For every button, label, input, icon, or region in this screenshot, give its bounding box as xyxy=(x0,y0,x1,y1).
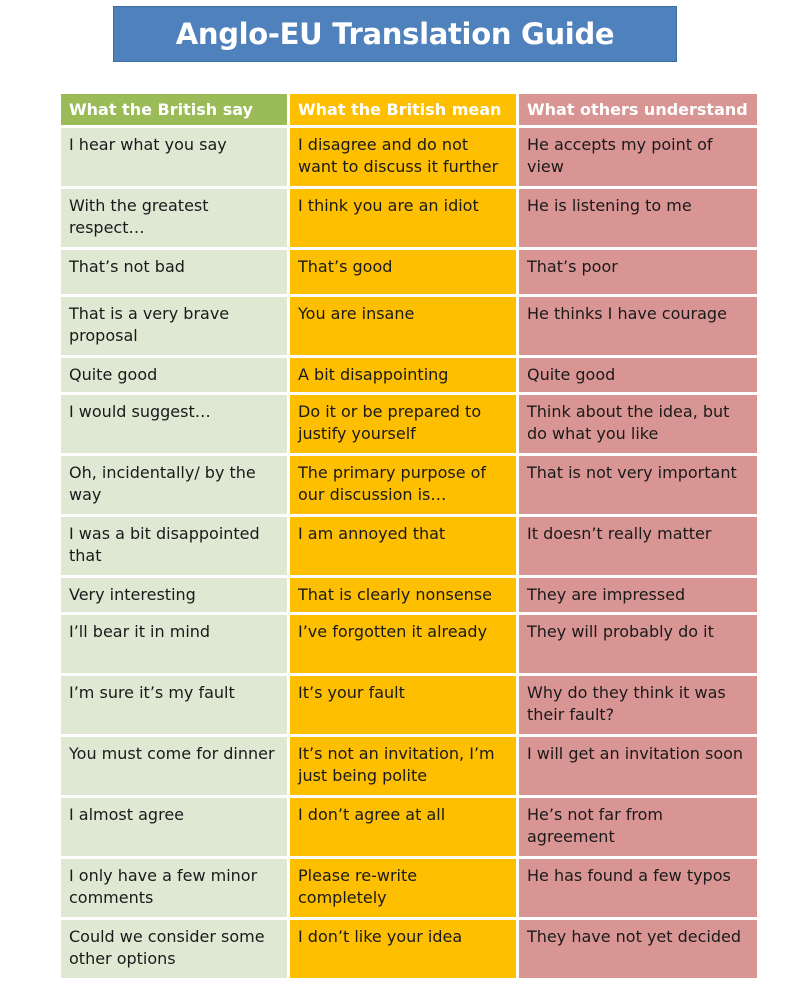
table-row: Quite good A bit disappointing Quite goo… xyxy=(61,358,757,392)
cell-british-mean: The primary purpose of our discussion is… xyxy=(290,456,516,514)
cell-british-mean: I don’t like your idea xyxy=(290,920,516,978)
title-banner: Anglo-EU Translation Guide xyxy=(113,6,677,62)
cell-others-understand: He has found a few typos xyxy=(519,859,757,917)
table-row: I’ll bear it in mind I’ve forgotten it a… xyxy=(61,615,757,673)
cell-british-say: Could we consider some other options xyxy=(61,920,287,978)
cell-others-understand: I will get an invitation soon xyxy=(519,737,757,795)
cell-british-mean: Do it or be prepared to justify yourself xyxy=(290,395,516,453)
table-row: I would suggest… Do it or be prepared to… xyxy=(61,395,757,453)
cell-british-say: With the greatest respect… xyxy=(61,189,287,247)
header-what-others-understand: What others understand xyxy=(519,94,757,125)
cell-british-mean: A bit disappointing xyxy=(290,358,516,392)
table-row: That’s not bad That’s good That’s poor xyxy=(61,250,757,294)
cell-others-understand: They are impressed xyxy=(519,578,757,612)
cell-british-mean: I am annoyed that xyxy=(290,517,516,575)
cell-british-mean: That’s good xyxy=(290,250,516,294)
cell-others-understand: He thinks I have courage xyxy=(519,297,757,355)
cell-british-say: I almost agree xyxy=(61,798,287,856)
cell-british-mean: I think you are an idiot xyxy=(290,189,516,247)
cell-others-understand: He is listening to me xyxy=(519,189,757,247)
cell-british-say: I’m sure it’s my fault xyxy=(61,676,287,734)
translation-table: What the British say What the British me… xyxy=(58,91,760,981)
page-title: Anglo-EU Translation Guide xyxy=(175,17,615,51)
table-row: I only have a few minor comments Please … xyxy=(61,859,757,917)
cell-british-mean: It’s not an invitation, I’m just being p… xyxy=(290,737,516,795)
table-row: You must come for dinner It’s not an inv… xyxy=(61,737,757,795)
cell-british-say: You must come for dinner xyxy=(61,737,287,795)
cell-british-say: That’s not bad xyxy=(61,250,287,294)
table-row: That is a very brave proposal You are in… xyxy=(61,297,757,355)
cell-british-mean: It’s your fault xyxy=(290,676,516,734)
cell-british-say: I hear what you say xyxy=(61,128,287,186)
table-header-row: What the British say What the British me… xyxy=(61,94,757,125)
cell-british-say: Oh, incidentally/ by the way xyxy=(61,456,287,514)
table-row: I hear what you say I disagree and do no… xyxy=(61,128,757,186)
cell-others-understand: He’s not far from agreement xyxy=(519,798,757,856)
cell-british-mean: I don’t agree at all xyxy=(290,798,516,856)
table-row: I’m sure it’s my fault It’s your fault W… xyxy=(61,676,757,734)
cell-british-say: I only have a few minor comments xyxy=(61,859,287,917)
cell-british-say: Very interesting xyxy=(61,578,287,612)
cell-british-mean: I disagree and do not want to discuss it… xyxy=(290,128,516,186)
cell-others-understand: He accepts my point of view xyxy=(519,128,757,186)
cell-others-understand: That is not very important xyxy=(519,456,757,514)
table-row: Very interesting That is clearly nonsens… xyxy=(61,578,757,612)
table-row: Could we consider some other options I d… xyxy=(61,920,757,978)
header-what-british-mean: What the British mean xyxy=(290,94,516,125)
cell-british-say: I’ll bear it in mind xyxy=(61,615,287,673)
cell-others-understand: They will probably do it xyxy=(519,615,757,673)
cell-british-mean: Please re-write completely xyxy=(290,859,516,917)
cell-british-mean: I’ve forgotten it already xyxy=(290,615,516,673)
table-row: Oh, incidentally/ by the way The primary… xyxy=(61,456,757,514)
cell-others-understand: Quite good xyxy=(519,358,757,392)
table-row: I was a bit disappointed that I am annoy… xyxy=(61,517,757,575)
cell-others-understand: That’s poor xyxy=(519,250,757,294)
cell-others-understand: They have not yet decided xyxy=(519,920,757,978)
cell-british-say: I was a bit disappointed that xyxy=(61,517,287,575)
cell-british-say: Quite good xyxy=(61,358,287,392)
cell-others-understand: Why do they think it was their fault? xyxy=(519,676,757,734)
cell-british-say: I would suggest… xyxy=(61,395,287,453)
cell-others-understand: Think about the idea, but do what you li… xyxy=(519,395,757,453)
cell-others-understand: It doesn’t really matter xyxy=(519,517,757,575)
table-row: With the greatest respect… I think you a… xyxy=(61,189,757,247)
cell-british-say: That is a very brave proposal xyxy=(61,297,287,355)
table-row: I almost agree I don’t agree at all He’s… xyxy=(61,798,757,856)
cell-british-mean: That is clearly nonsense xyxy=(290,578,516,612)
cell-british-mean: You are insane xyxy=(290,297,516,355)
header-what-british-say: What the British say xyxy=(61,94,287,125)
